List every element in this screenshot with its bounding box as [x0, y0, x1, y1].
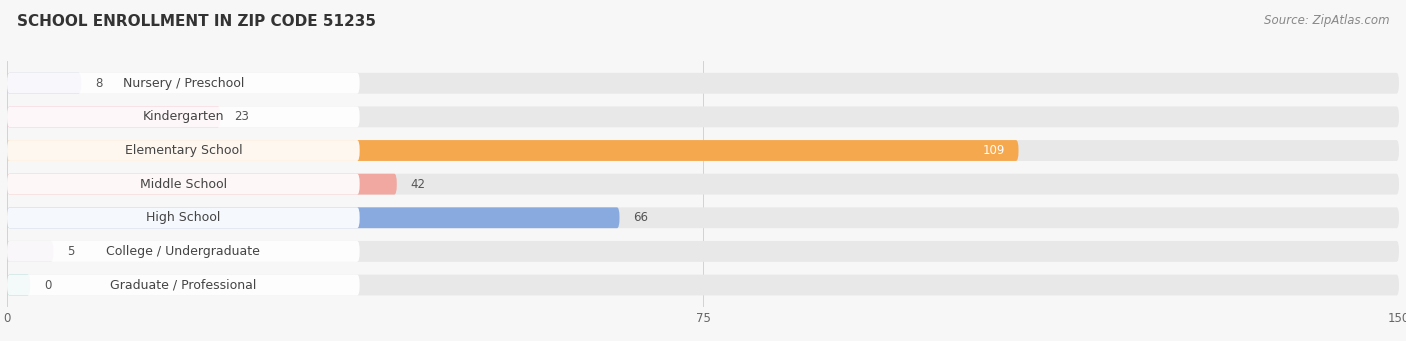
Text: College / Undergraduate: College / Undergraduate	[107, 245, 260, 258]
Text: 0: 0	[44, 279, 52, 292]
Text: Kindergarten: Kindergarten	[142, 110, 224, 123]
FancyBboxPatch shape	[7, 73, 360, 94]
FancyBboxPatch shape	[7, 140, 360, 161]
Text: Graduate / Professional: Graduate / Professional	[110, 279, 256, 292]
FancyBboxPatch shape	[7, 207, 360, 228]
Text: Nursery / Preschool: Nursery / Preschool	[122, 77, 245, 90]
FancyBboxPatch shape	[7, 241, 360, 262]
FancyBboxPatch shape	[7, 241, 53, 262]
FancyBboxPatch shape	[7, 207, 1399, 228]
FancyBboxPatch shape	[7, 275, 360, 295]
FancyBboxPatch shape	[7, 140, 1018, 161]
FancyBboxPatch shape	[7, 73, 1399, 94]
Text: 5: 5	[67, 245, 75, 258]
Text: Elementary School: Elementary School	[125, 144, 242, 157]
FancyBboxPatch shape	[7, 207, 620, 228]
FancyBboxPatch shape	[7, 73, 82, 94]
FancyBboxPatch shape	[7, 174, 396, 195]
FancyBboxPatch shape	[7, 241, 1399, 262]
Text: 8: 8	[96, 77, 103, 90]
FancyBboxPatch shape	[7, 275, 31, 295]
Text: Middle School: Middle School	[139, 178, 226, 191]
Text: Source: ZipAtlas.com: Source: ZipAtlas.com	[1264, 14, 1389, 27]
Text: SCHOOL ENROLLMENT IN ZIP CODE 51235: SCHOOL ENROLLMENT IN ZIP CODE 51235	[17, 14, 375, 29]
Text: 109: 109	[983, 144, 1004, 157]
FancyBboxPatch shape	[7, 140, 1399, 161]
Text: 42: 42	[411, 178, 426, 191]
Text: 23: 23	[235, 110, 249, 123]
FancyBboxPatch shape	[7, 106, 1399, 127]
FancyBboxPatch shape	[7, 106, 221, 127]
Text: High School: High School	[146, 211, 221, 224]
FancyBboxPatch shape	[7, 106, 360, 127]
Text: 66: 66	[633, 211, 648, 224]
FancyBboxPatch shape	[7, 275, 1399, 295]
FancyBboxPatch shape	[7, 174, 360, 195]
FancyBboxPatch shape	[7, 174, 1399, 195]
